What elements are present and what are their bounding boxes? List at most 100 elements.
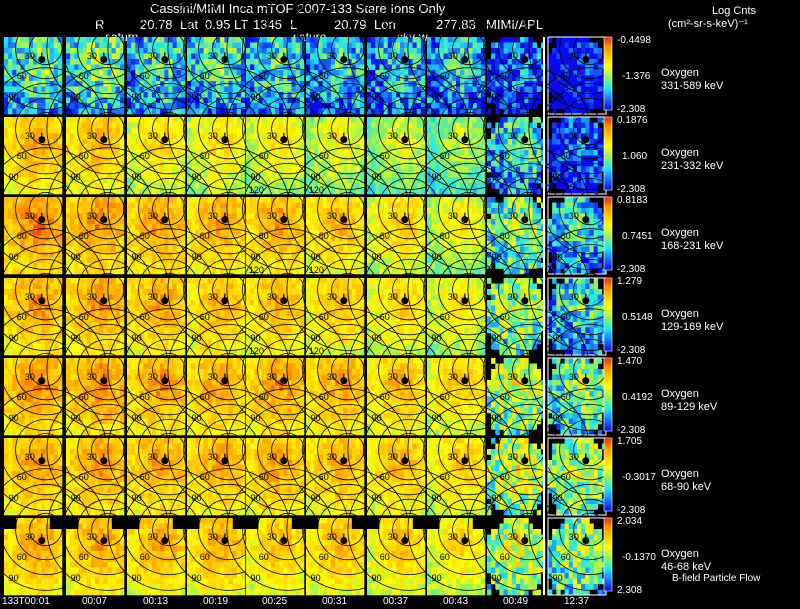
heatmap-cell (33, 64, 38, 71)
heatmap-cell (211, 161, 217, 167)
heatmap-cell (367, 103, 372, 109)
heatmap-cell (127, 122, 132, 129)
heatmap-cell (195, 75, 200, 82)
heatmap-cell (143, 122, 148, 129)
heatmap-cell (199, 257, 204, 264)
heatmap-cell (511, 139, 517, 145)
heatmap-cell (279, 103, 284, 109)
heatmap-cell (295, 172, 301, 178)
heatmap-cell (318, 108, 323, 115)
heatmap-cell (326, 64, 332, 71)
heatmap-cell (24, 161, 30, 167)
heatmap-cell (524, 117, 529, 123)
heatmap-cell (295, 139, 301, 145)
heatmap-cell (511, 42, 517, 49)
heatmap-cell (147, 133, 153, 140)
contour-arc (29, 31, 63, 66)
heatmap-cell (115, 81, 121, 87)
heatmap-cell (49, 108, 54, 115)
heatmap-cell (371, 139, 376, 145)
heatmap-cell (220, 108, 225, 115)
heatmap-cell (400, 133, 405, 140)
heatmap-cell (412, 92, 417, 98)
heatmap-cell (391, 97, 397, 104)
heatmap-cell (172, 230, 177, 236)
heatmap-cell (379, 97, 384, 104)
heatmap-cell (143, 224, 148, 231)
heatmap-cell (216, 202, 221, 209)
heatmap-cell (314, 177, 319, 184)
heatmap-cell (147, 235, 153, 242)
heatmap-cell (151, 257, 157, 264)
heatmap-cell (427, 166, 432, 173)
heatmap-cell (95, 257, 100, 264)
heatmap-cell (86, 235, 92, 242)
heatmap-cell (20, 139, 25, 145)
heatmap-cell (28, 92, 34, 98)
heatmap-cell (258, 81, 263, 87)
heatmap-cell (240, 177, 246, 184)
heatmap-cell (151, 268, 157, 275)
heatmap-cell (495, 183, 500, 189)
heatmap-cell (387, 133, 393, 140)
heatmap-cell (12, 188, 17, 195)
heatmap-cell (585, 128, 590, 134)
heatmap-cell (359, 97, 365, 104)
heatmap-cell (57, 81, 63, 87)
heatmap-cell (195, 224, 200, 231)
heatmap-cell (447, 117, 453, 123)
heatmap-cell (107, 263, 112, 269)
heatmap-cell (597, 128, 603, 134)
heatmap-cell (232, 133, 237, 140)
heatmap-cell (4, 183, 9, 189)
heatmap-cell (314, 122, 319, 129)
heatmap-cell (266, 172, 272, 178)
heatmap-cell (33, 117, 38, 123)
heatmap-cell (232, 139, 237, 145)
heatmap-cell (343, 183, 348, 189)
heatmap-cell (387, 177, 393, 184)
heatmap-cell (585, 172, 590, 178)
heatmap-cell (195, 139, 200, 145)
heatmap-cell (12, 59, 17, 65)
heatmap-cell (66, 213, 71, 220)
heatmap-cell (371, 64, 376, 71)
heatmap-cell (383, 155, 388, 162)
heatmap-cell (37, 37, 42, 43)
heatmap-cell (326, 177, 332, 184)
heatmap-cell (339, 144, 344, 151)
heatmap-cell (246, 139, 251, 145)
heatmap-cell (28, 161, 34, 167)
heatmap-cell (160, 122, 165, 129)
heatmap-cell (33, 122, 38, 129)
heatmap-cell (195, 241, 200, 247)
heatmap-cell (597, 117, 603, 123)
heatmap-cell (326, 122, 332, 129)
heatmap-cell (28, 108, 34, 115)
heatmap-cell (187, 257, 192, 264)
heatmap-cell (246, 97, 251, 104)
heatmap-cell (216, 224, 221, 231)
heatmap-cell (12, 144, 17, 151)
heatmap-cell (254, 150, 259, 156)
heatmap-cell (107, 70, 112, 76)
heatmap-cell (585, 133, 590, 140)
heatmap-cell (16, 246, 21, 253)
heatmap-cell (387, 183, 393, 189)
contour-arc (91, 192, 125, 226)
heatmap-cell (90, 92, 96, 98)
heatmap-cell (45, 70, 50, 76)
heatmap-cell (90, 183, 96, 189)
heatmap-cell (53, 144, 59, 151)
heatmap-cell (404, 70, 409, 76)
heatmap-cell (254, 75, 259, 82)
heatmap-cell (291, 139, 296, 145)
heatmap-cell (228, 213, 233, 220)
heatmap-cell (572, 188, 578, 195)
heatmap-cell (375, 161, 380, 167)
heatmap-cell (236, 219, 242, 225)
heatmap-cell (460, 133, 465, 140)
heatmap-cell (291, 144, 296, 151)
heatmap-cell (326, 108, 332, 115)
heatmap-cell (143, 128, 148, 134)
